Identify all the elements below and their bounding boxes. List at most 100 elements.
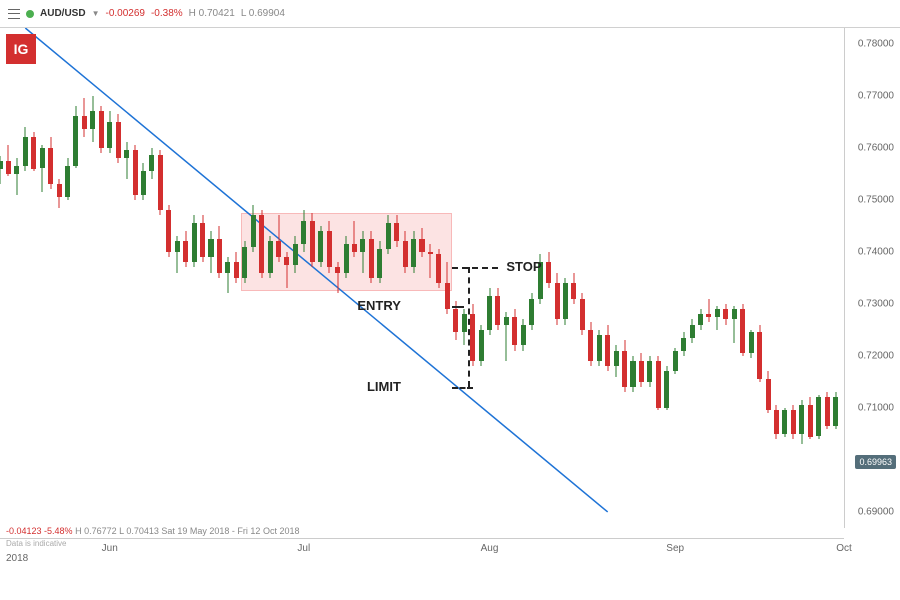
candle[interactable] <box>833 392 838 428</box>
candle[interactable] <box>512 309 517 351</box>
candle[interactable] <box>521 319 526 350</box>
candle[interactable] <box>597 330 602 366</box>
candle[interactable] <box>234 252 239 283</box>
candle[interactable] <box>344 236 349 278</box>
symbol-label[interactable]: AUD/USD <box>40 8 86 19</box>
candle[interactable] <box>183 231 188 267</box>
candle[interactable] <box>681 332 686 355</box>
candle[interactable] <box>242 241 247 283</box>
candle[interactable] <box>23 127 28 171</box>
candle[interactable] <box>462 309 467 345</box>
candle[interactable] <box>436 249 441 288</box>
candle[interactable] <box>698 309 703 330</box>
candle[interactable] <box>495 288 500 330</box>
candle[interactable] <box>386 215 391 254</box>
candle[interactable] <box>571 273 576 304</box>
candle[interactable] <box>487 288 492 335</box>
candle[interactable] <box>605 325 610 372</box>
candle[interactable] <box>749 330 754 359</box>
candle[interactable] <box>546 252 551 288</box>
candle[interactable] <box>335 262 340 293</box>
candle[interactable] <box>504 312 509 361</box>
candle[interactable] <box>428 244 433 278</box>
candle[interactable] <box>664 366 669 410</box>
plot-area[interactable]: STOPENTRYLIMIT <box>0 28 844 538</box>
candle[interactable] <box>782 408 787 437</box>
candle[interactable] <box>690 319 695 342</box>
candle[interactable] <box>57 179 62 208</box>
candle[interactable] <box>529 293 534 329</box>
candle[interactable] <box>816 395 821 439</box>
candle[interactable] <box>639 353 644 387</box>
dropdown-icon[interactable]: ▼ <box>92 9 100 18</box>
candle[interactable] <box>673 348 678 374</box>
candle[interactable] <box>563 278 568 325</box>
candle[interactable] <box>149 148 154 179</box>
candle[interactable] <box>301 210 306 252</box>
candle[interactable] <box>141 163 146 199</box>
candle[interactable] <box>276 215 281 262</box>
candle[interactable] <box>614 345 619 376</box>
candle[interactable] <box>116 114 121 163</box>
candle[interactable] <box>656 356 661 411</box>
candle[interactable] <box>327 221 332 273</box>
candle[interactable] <box>445 262 450 314</box>
candle[interactable] <box>470 304 475 366</box>
candle[interactable] <box>825 392 830 428</box>
candle[interactable] <box>251 205 256 252</box>
candle[interactable] <box>259 210 264 278</box>
candle[interactable] <box>310 213 315 268</box>
candle[interactable] <box>419 228 424 257</box>
candle[interactable] <box>377 241 382 283</box>
candle[interactable] <box>73 106 78 168</box>
candle[interactable] <box>90 96 95 143</box>
candle[interactable] <box>225 257 230 293</box>
candle[interactable] <box>133 145 138 200</box>
candle[interactable] <box>360 231 365 273</box>
candle[interactable] <box>284 252 289 288</box>
candle[interactable] <box>99 106 104 153</box>
candle[interactable] <box>808 397 813 439</box>
menu-icon[interactable] <box>8 9 20 19</box>
candle[interactable] <box>740 304 745 356</box>
candle[interactable] <box>166 205 171 257</box>
candle[interactable] <box>555 273 560 325</box>
candle[interactable] <box>403 231 408 273</box>
candle[interactable] <box>774 405 779 439</box>
candle[interactable] <box>0 156 3 185</box>
candle[interactable] <box>732 306 737 342</box>
candle[interactable] <box>766 371 771 413</box>
candle[interactable] <box>192 215 197 267</box>
candle[interactable] <box>394 215 399 246</box>
candle[interactable] <box>723 304 728 325</box>
candle[interactable] <box>48 137 53 189</box>
candle[interactable] <box>65 158 70 200</box>
candle[interactable] <box>352 221 357 257</box>
candle[interactable] <box>293 236 298 272</box>
candle[interactable] <box>217 226 222 278</box>
candle[interactable] <box>124 142 129 178</box>
candle[interactable] <box>175 236 180 272</box>
candle[interactable] <box>6 145 11 176</box>
candle[interactable] <box>411 231 416 273</box>
candle[interactable] <box>757 325 762 382</box>
candle[interactable] <box>268 236 273 278</box>
candle[interactable] <box>31 132 36 171</box>
candle[interactable] <box>630 356 635 392</box>
candle[interactable] <box>369 231 374 283</box>
candle[interactable] <box>208 231 213 273</box>
candle[interactable] <box>588 322 593 366</box>
candle[interactable] <box>791 405 796 439</box>
candle[interactable] <box>318 226 323 268</box>
candle[interactable] <box>40 145 45 192</box>
candle[interactable] <box>715 306 720 329</box>
candle[interactable] <box>647 356 652 387</box>
chart-area[interactable]: IG STOPENTRYLIMIT 0.780000.770000.760000… <box>0 28 900 568</box>
candle[interactable] <box>706 299 711 322</box>
candle[interactable] <box>82 98 87 137</box>
candle[interactable] <box>14 158 19 194</box>
candle[interactable] <box>622 340 627 392</box>
candle[interactable] <box>580 293 585 335</box>
candle[interactable] <box>799 400 804 444</box>
candle[interactable] <box>158 150 163 215</box>
